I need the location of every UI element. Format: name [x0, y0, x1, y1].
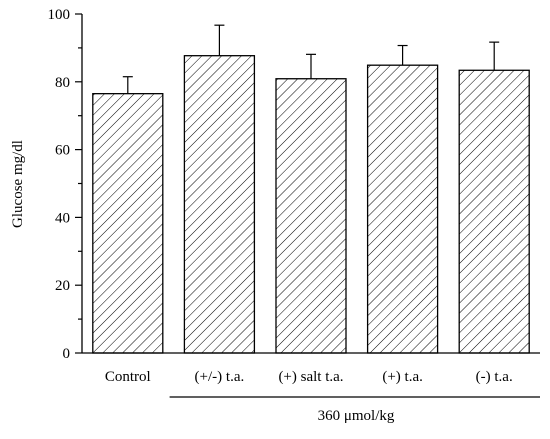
bar [275, 78, 347, 354]
bar [92, 93, 164, 354]
y-tick-label: 40 [55, 210, 70, 226]
x-tick-label: Control [105, 369, 151, 385]
axes-layer: Control (+/-) t.a. (+) salt t.a. (+) t.a. (-… [48, 7, 540, 398]
y-axis-label: Glucose mg/dl [10, 140, 26, 228]
y-tick-label: 0 [63, 346, 71, 362]
bar [366, 64, 439, 354]
x-tick-label: (+) salt t.a. [278, 369, 343, 385]
x-tick-label: (-) t.a. [476, 369, 513, 385]
bar [458, 69, 530, 354]
y-tick-label: 20 [55, 278, 70, 294]
y-tick-label: 80 [55, 75, 70, 91]
x-tick-label: (+) t.a. [382, 369, 423, 385]
y-tick-label: 100 [48, 7, 71, 23]
bars-layer [92, 24, 530, 354]
y-tick-label: 60 [55, 143, 70, 159]
group-label: 360 μmol/kg [318, 408, 395, 424]
bar [183, 55, 256, 354]
x-tick-label: (+/-) t.a. [195, 369, 245, 385]
